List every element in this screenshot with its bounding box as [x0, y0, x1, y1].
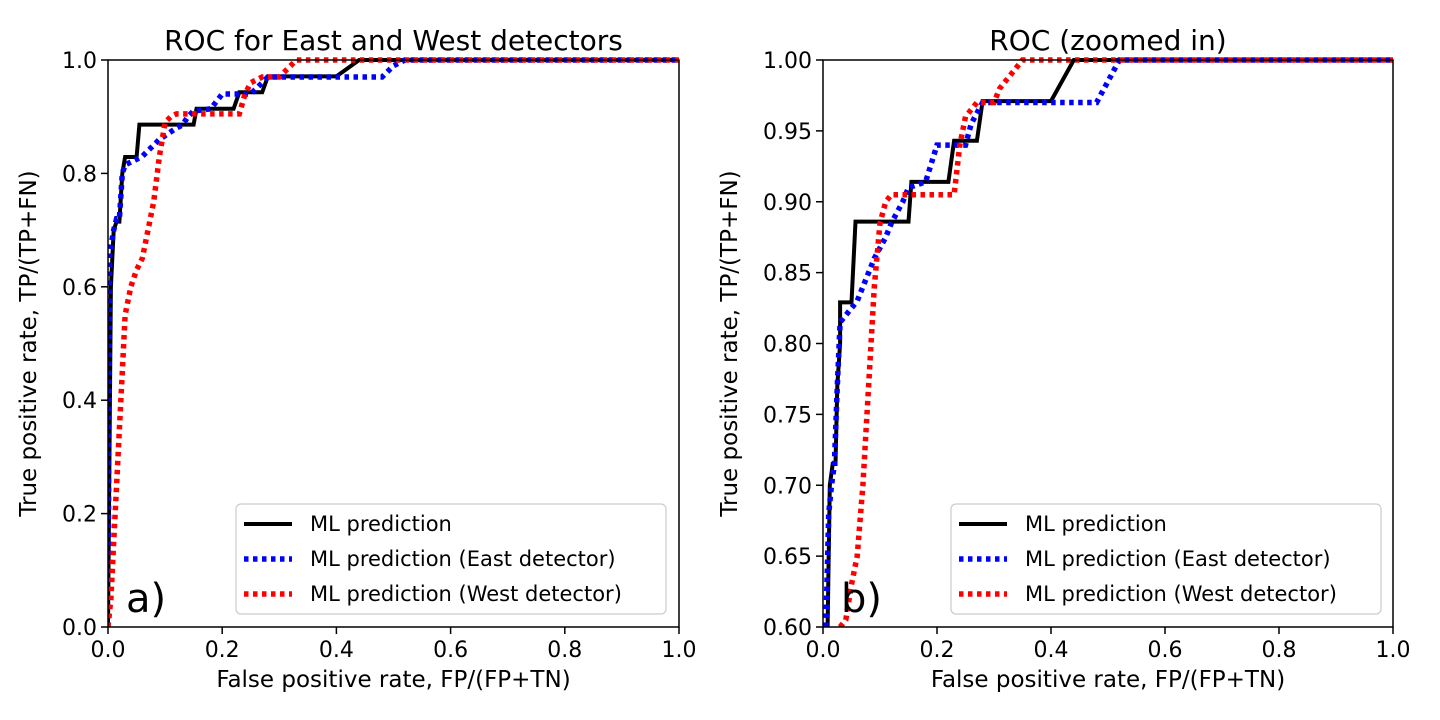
x-tick-label: 1.0	[1376, 638, 1411, 663]
x-tick-label: 0.2	[205, 638, 240, 663]
legend-label: ML prediction	[310, 512, 452, 536]
legend-label: ML prediction (East detector)	[310, 547, 616, 571]
panel-label: a)	[126, 576, 166, 622]
x-axis-label: False positive rate, FP/(FP+TN)	[931, 667, 1285, 693]
y-tick-label: 0.2	[62, 503, 97, 528]
y-tick-label: 0.8	[62, 162, 97, 187]
legend-label: ML prediction (West detector)	[1025, 582, 1337, 606]
y-tick-label: 0.95	[763, 120, 812, 145]
x-tick-label: 0.0	[91, 638, 126, 663]
y-tick-label: 0.75	[763, 403, 812, 428]
legend-label: ML prediction	[1025, 512, 1167, 536]
y-tick-label: 0.90	[763, 191, 812, 216]
legend-label: ML prediction (West detector)	[310, 582, 622, 606]
y-tick-label: 0.65	[763, 545, 812, 570]
y-axis-label: True positive rate, TP/(TP+FN)	[717, 170, 743, 517]
x-axis-label: False positive rate, FP/(FP+TN)	[216, 667, 570, 693]
y-tick-label: 1.00	[763, 49, 812, 74]
roc-chart-left: 0.0 0.2 0.4 0.6 0.8 1.0 0.0 0.2 0.4 0.6 0.8 1.0 ROC …	[16, 24, 697, 693]
series-line-ml-prediction	[825, 58, 1393, 627]
y-tick-label: 0.85	[763, 262, 812, 287]
y-axis-label: True positive rate, TP/(TP+FN)	[16, 170, 42, 517]
x-tick-label: 0.2	[920, 638, 955, 663]
x-tick-label: 0.0	[806, 638, 841, 663]
chart-title: ROC for East and West detectors	[164, 24, 623, 57]
y-tick-label: 1.0	[62, 49, 97, 74]
legend: ML prediction ML prediction (East detecto…	[235, 503, 667, 615]
y-tick-label: 0.70	[763, 474, 812, 499]
y-tick-label: 0.80	[763, 333, 812, 358]
x-tick-label: 0.4	[1034, 638, 1069, 663]
legend-box	[950, 503, 1382, 615]
y-tick-label: 0.0	[62, 616, 97, 641]
y-tick-label: 0.60	[763, 616, 812, 641]
series-line-west-detector	[108, 57, 679, 627]
panel-label: b)	[841, 576, 882, 622]
legend: ML prediction ML prediction (East detecto…	[950, 503, 1382, 615]
x-tick-label: 0.4	[319, 638, 354, 663]
x-tick-label: 0.8	[1262, 638, 1297, 663]
y-tick-label: 0.4	[62, 389, 97, 414]
x-tick-label: 0.6	[1148, 638, 1183, 663]
x-tick-label: 0.6	[433, 638, 468, 663]
x-tick-label: 1.0	[662, 638, 697, 663]
roc-chart-zoomed: 0.0 0.2 0.4 0.6 0.8 1.0 0.60 0.65 0.70 0.75 0.80 0.…	[717, 24, 1411, 693]
y-tick-label: 0.6	[62, 276, 97, 301]
legend-box	[235, 503, 667, 615]
series-line-east-detector	[108, 57, 679, 627]
legend-label: ML prediction (East detector)	[1025, 547, 1331, 571]
plot-frame	[107, 59, 680, 628]
x-tick-label: 0.8	[547, 638, 582, 663]
series-group	[108, 57, 679, 627]
series-group	[823, 57, 1393, 627]
chart-title: ROC (zoomed in)	[989, 24, 1226, 57]
